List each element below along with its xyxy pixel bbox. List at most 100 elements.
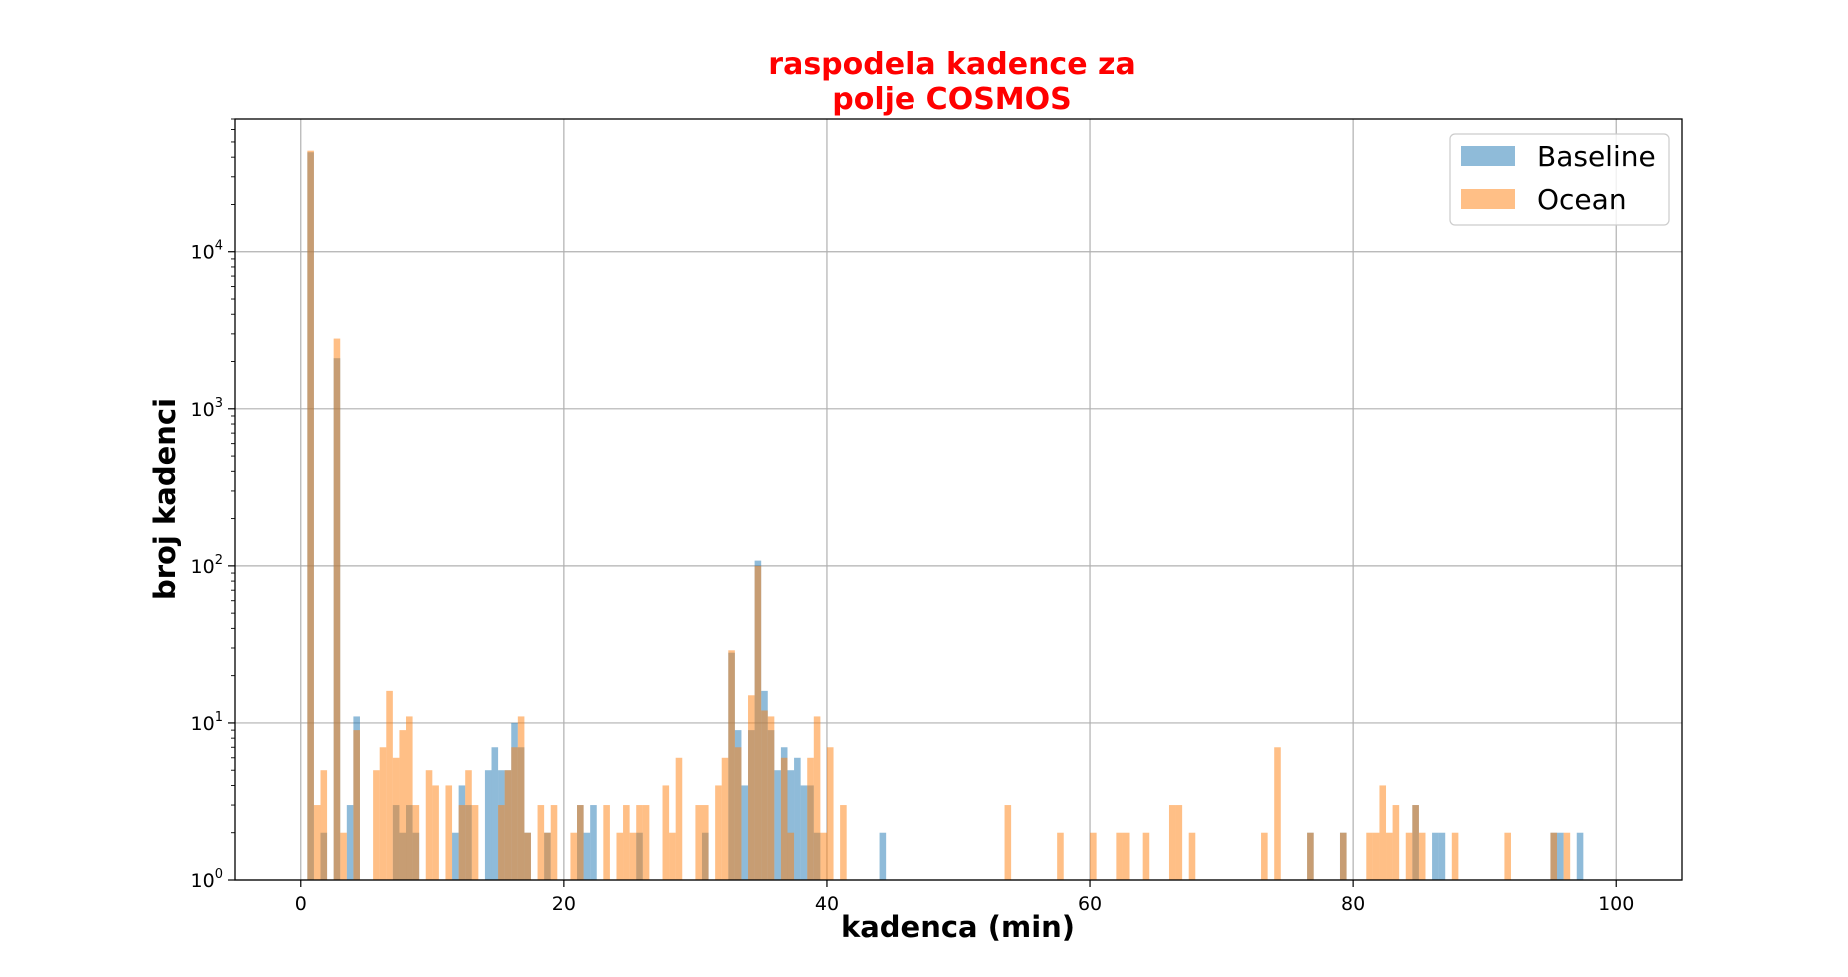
bar-ocean — [379, 747, 387, 880]
bar-ocean — [1379, 785, 1387, 880]
bar-ocean — [1451, 832, 1459, 880]
bar-ocean — [669, 832, 676, 880]
x-tick-label: 80 — [1341, 893, 1365, 915]
bar-ocean — [425, 770, 433, 880]
bar-ocean — [406, 716, 413, 880]
bar-ocean — [1405, 832, 1413, 880]
bar-ocean — [642, 805, 650, 880]
bar-ocean — [511, 747, 518, 880]
bar-baseline — [800, 785, 808, 880]
bar-ocean — [695, 805, 702, 880]
x-tick-label: 40 — [815, 893, 839, 915]
bar-ocean — [1550, 832, 1558, 880]
bar-ocean — [1168, 805, 1176, 880]
grid-lines — [235, 119, 1682, 881]
bar-baseline — [1438, 832, 1446, 880]
bar-ocean — [1090, 832, 1097, 880]
bar-ocean — [826, 747, 834, 880]
bar-ocean — [1366, 832, 1373, 880]
bar-ocean — [1412, 805, 1419, 880]
bar-ocean — [754, 565, 762, 880]
bar-ocean — [1339, 832, 1347, 880]
bar-baseline — [452, 832, 459, 880]
bar-ocean — [524, 832, 531, 880]
bar-ocean — [471, 805, 479, 880]
bar-ocean — [445, 785, 453, 880]
bar-baseline — [484, 770, 492, 880]
bar-ocean — [1116, 832, 1123, 880]
bar-ocean — [820, 832, 827, 880]
bar-ocean — [320, 770, 328, 880]
y-tick-label: 104 — [191, 239, 223, 264]
bar-ocean — [675, 757, 683, 880]
y-tick-label: 102 — [191, 553, 223, 578]
bar-baseline — [346, 805, 354, 880]
bar-ocean — [550, 805, 558, 880]
bar-ocean — [399, 730, 407, 880]
legend-swatch-ocean — [1461, 189, 1515, 209]
x-tick-label: 100 — [1598, 893, 1634, 915]
bar-baseline — [794, 757, 801, 880]
bar-ocean — [636, 805, 643, 880]
legend-label-ocean: Ocean — [1537, 183, 1627, 216]
bar-ocean — [721, 757, 729, 880]
x-axis-label: kadenca (min) — [841, 910, 1075, 944]
bar-ocean — [412, 805, 420, 880]
bar-ocean — [1057, 832, 1064, 880]
legend-swatch-baseline — [1461, 146, 1515, 166]
bar-ocean — [373, 770, 380, 880]
bar-ocean — [458, 805, 466, 880]
chart-title-line-1: raspodela kadence za — [768, 47, 1135, 82]
bar-ocean — [787, 832, 795, 880]
legend: Baseline Ocean — [1449, 133, 1670, 226]
bar-baseline — [1576, 832, 1584, 880]
bar-ocean — [1142, 832, 1150, 880]
bar-ocean — [537, 805, 545, 880]
bar-ocean — [432, 785, 439, 880]
bar-ocean — [1122, 832, 1130, 880]
bar-baseline — [774, 770, 781, 880]
bar-ocean — [1392, 805, 1400, 880]
axis-ticks: 0 20 40 60 80 100 100 101 102 103 104 — [191, 118, 1634, 915]
bar-ocean — [340, 832, 347, 880]
bar-baseline — [583, 832, 591, 880]
bar-ocean — [1261, 832, 1268, 880]
legend-label-baseline: Baseline — [1537, 140, 1656, 173]
bar-ocean — [623, 805, 630, 880]
y-tick-label: 100 — [191, 867, 223, 892]
bar-ocean — [780, 757, 788, 880]
bar-ocean — [1372, 832, 1380, 880]
bar-ocean — [307, 150, 314, 880]
bar-ocean — [1188, 832, 1196, 880]
bar-ocean — [662, 785, 670, 880]
bar-ocean — [544, 832, 551, 880]
bar-ocean — [603, 805, 610, 880]
bar-ocean — [767, 716, 775, 880]
bar-ocean — [629, 832, 637, 880]
bar-ocean — [1175, 805, 1183, 880]
x-tick-label: 60 — [1078, 893, 1102, 915]
bar-baseline — [491, 747, 499, 880]
bar-ocean — [616, 832, 624, 880]
bar-baseline — [879, 832, 887, 880]
bar-ocean — [498, 805, 505, 880]
bar-ocean — [701, 805, 709, 880]
bar-baseline — [590, 805, 597, 880]
bar-ocean — [728, 650, 735, 880]
bar-baseline — [1557, 832, 1564, 880]
x-tick-label: 0 — [295, 893, 307, 915]
y-tick-label: 103 — [191, 396, 223, 421]
bar-ocean — [1307, 832, 1314, 880]
chart-title-line-2: polje COSMOS — [832, 82, 1072, 117]
bar-ocean — [715, 785, 722, 880]
bar-baseline — [741, 785, 749, 880]
bar-ocean — [1274, 747, 1281, 880]
bar-ocean — [392, 757, 400, 880]
bar-ocean — [333, 338, 341, 880]
bar-ocean — [807, 757, 814, 880]
bar-ocean — [1563, 832, 1571, 880]
x-tick-label: 20 — [552, 893, 576, 915]
bar-ocean — [504, 770, 512, 880]
bar-ocean — [353, 730, 360, 880]
